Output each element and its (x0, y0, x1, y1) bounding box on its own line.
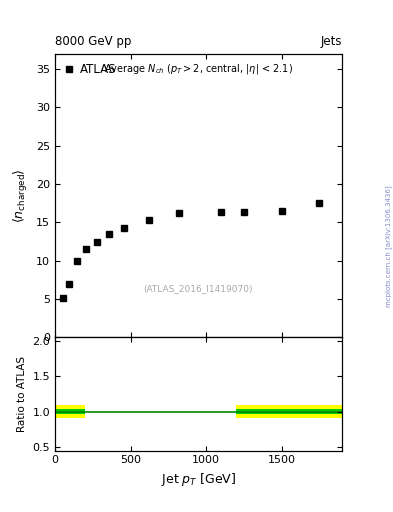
ATLAS (176, 210, 181, 216)
ATLAS (146, 217, 151, 223)
Text: Jets: Jets (320, 35, 342, 48)
ATLAS (94, 239, 99, 245)
ATLAS (84, 246, 88, 252)
ATLAS (219, 209, 224, 216)
X-axis label: Jet $p_T$ [GeV]: Jet $p_T$ [GeV] (161, 471, 236, 488)
ATLAS (317, 200, 321, 206)
ATLAS (75, 258, 79, 264)
ATLAS (241, 208, 246, 215)
Legend: ATLAS: ATLAS (61, 60, 120, 80)
ATLAS (121, 225, 126, 231)
ATLAS (106, 231, 111, 237)
Text: Average $N_{ch}$ ($p_T$$>$2, central, $|\eta|$ < 2.1): Average $N_{ch}$ ($p_T$$>$2, central, $|… (104, 62, 293, 76)
Text: (ATLAS_2016_I1419070): (ATLAS_2016_I1419070) (144, 285, 253, 293)
ATLAS (279, 208, 284, 214)
Line: ATLAS: ATLAS (61, 200, 322, 301)
ATLAS (67, 281, 72, 287)
Text: 8000 GeV pp: 8000 GeV pp (55, 35, 131, 48)
ATLAS (61, 295, 66, 301)
Text: mcplots.cern.ch [arXiv:1306.3436]: mcplots.cern.ch [arXiv:1306.3436] (386, 185, 392, 307)
Y-axis label: $\langle n_{\rm charged} \rangle$: $\langle n_{\rm charged} \rangle$ (13, 168, 31, 223)
Y-axis label: Ratio to ATLAS: Ratio to ATLAS (17, 356, 27, 432)
